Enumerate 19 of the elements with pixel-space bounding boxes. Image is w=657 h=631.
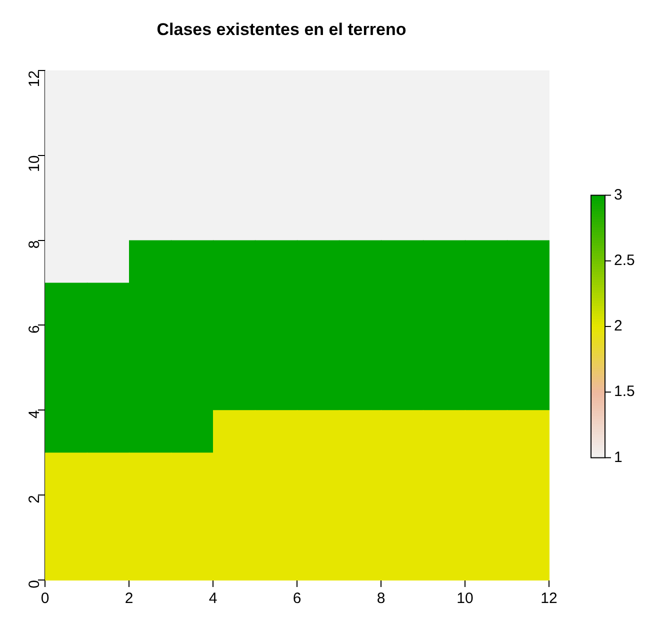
x-tick-label: 10 bbox=[456, 590, 474, 608]
y-tick-label: 12 bbox=[26, 70, 44, 88]
color-bar-label: 1 bbox=[614, 448, 622, 466]
chart-title: Clases existentes en el terreno bbox=[156, 20, 406, 39]
y-tick-label: 2 bbox=[26, 495, 44, 504]
y-tick-label: 4 bbox=[26, 410, 44, 418]
color-bar-label: 2.5 bbox=[614, 252, 635, 270]
color-bar-label: 2 bbox=[614, 318, 622, 335]
x-tick-label: 8 bbox=[376, 590, 386, 608]
y-tick-label: 6 bbox=[26, 325, 44, 334]
x-tick-label: 2 bbox=[124, 590, 134, 608]
color-bar-label: 1.5 bbox=[614, 383, 635, 400]
y-tick-label: 10 bbox=[26, 155, 44, 172]
x-tick-label: 12 bbox=[540, 590, 558, 608]
x-tick-label: 6 bbox=[292, 590, 302, 608]
x-tick-label: 4 bbox=[208, 590, 218, 608]
color-bar-label: 3 bbox=[614, 186, 622, 204]
y-tick-label: 0 bbox=[26, 580, 44, 588]
y-tick-label: 8 bbox=[26, 240, 44, 249]
